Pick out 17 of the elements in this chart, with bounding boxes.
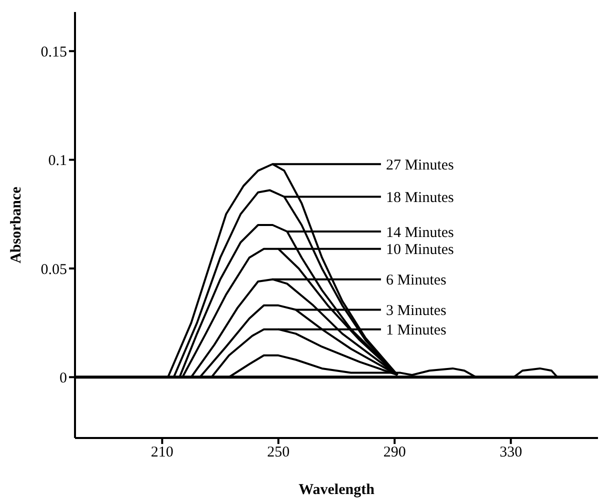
y-axis-title: Absorbance bbox=[8, 186, 24, 264]
y-tick-label: 0.05 bbox=[40, 262, 67, 278]
annotation: 3 Minutes bbox=[386, 303, 447, 320]
annotation: 1 Minutes bbox=[386, 322, 447, 339]
annotation: 18 Minutes bbox=[386, 190, 454, 206]
annotation: 14 Minutes bbox=[386, 224, 454, 241]
x-axis-title: Wavelength bbox=[298, 482, 376, 498]
y-tick-label: 0 bbox=[60, 370, 67, 386]
annotation: 6 Minutes bbox=[386, 272, 447, 289]
x-tick-label: 210 bbox=[150, 444, 174, 461]
y-tick-label: 0.1 bbox=[48, 153, 67, 170]
y-tick-label: 0.15 bbox=[40, 44, 67, 60]
annotation: 10 Minutes bbox=[386, 242, 454, 258]
x-tick-label: 330 bbox=[500, 444, 522, 461]
x-tick-label: 290 bbox=[383, 444, 406, 461]
x-tick-label: 250 bbox=[267, 444, 290, 461]
annotation: 27 Minutes bbox=[386, 157, 454, 174]
